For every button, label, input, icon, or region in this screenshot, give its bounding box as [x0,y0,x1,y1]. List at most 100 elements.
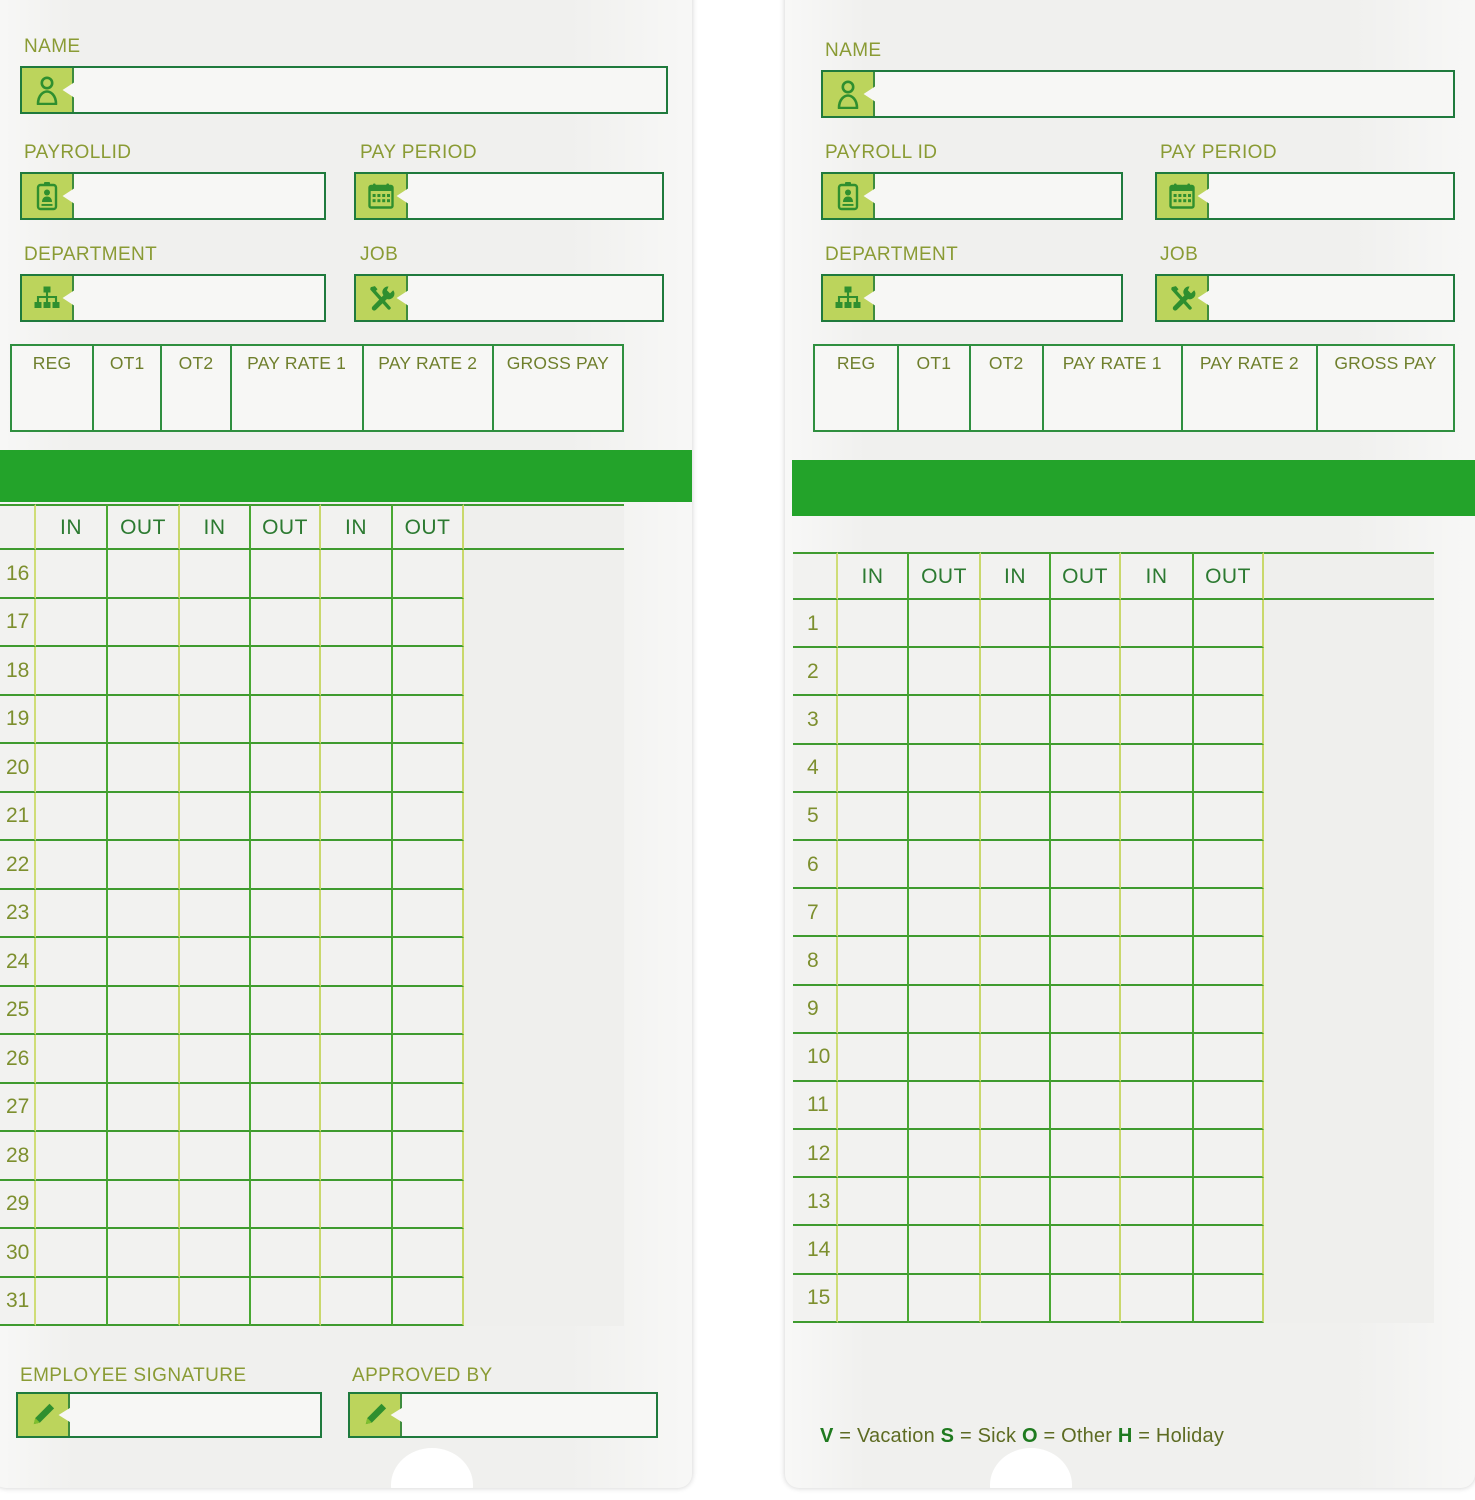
punch-cell[interactable] [393,792,464,841]
punch-cell[interactable] [838,840,909,890]
summary-cell-ot2[interactable]: OT2 [971,346,1044,430]
note-cell[interactable] [1264,600,1434,649]
punch-cell[interactable] [108,792,180,841]
punch-cell[interactable] [36,986,108,1035]
punch-cell[interactable] [393,841,464,890]
punch-cell[interactable] [838,1226,909,1275]
punch-cell[interactable] [981,1274,1051,1323]
punch-cell[interactable] [180,986,251,1035]
punch-cell[interactable] [1194,792,1264,841]
note-cell[interactable] [1264,792,1434,841]
punch-cell[interactable] [1194,1178,1264,1227]
punch-cell[interactable] [180,1132,251,1181]
field-pay-period[interactable] [1155,172,1455,220]
field-department[interactable] [20,274,326,322]
note-cell[interactable] [464,1035,624,1084]
punch-cell[interactable] [1121,600,1194,649]
punch-cell[interactable] [1194,1033,1264,1082]
punch-cell[interactable] [909,1033,981,1082]
punch-cell[interactable] [1121,648,1194,697]
punch-cell[interactable] [251,744,321,793]
punch-cell[interactable] [1194,648,1264,697]
punch-cell[interactable] [108,647,180,696]
note-cell[interactable] [464,938,624,987]
punch-cell[interactable] [393,1035,464,1084]
punch-cell[interactable] [108,1180,180,1229]
punch-cell[interactable] [180,1180,251,1229]
punch-cell[interactable] [180,1035,251,1084]
punch-cell[interactable] [838,1130,909,1179]
punch-cell[interactable] [1051,648,1121,697]
field-payroll-id[interactable] [821,172,1123,220]
punch-cell[interactable] [251,889,321,938]
punch-cell[interactable] [909,1081,981,1131]
punch-cell[interactable] [108,598,180,647]
punch-cell[interactable] [393,1229,464,1278]
punch-cell[interactable] [909,1274,981,1323]
punch-cell[interactable] [1051,1081,1121,1131]
note-cell[interactable] [1264,840,1434,890]
punch-cell[interactable] [180,744,251,793]
punch-cell[interactable] [909,1226,981,1275]
punch-cell[interactable] [909,840,981,890]
punch-cell[interactable] [36,1083,108,1132]
punch-cell[interactable] [1051,889,1121,938]
punch-cell[interactable] [1051,985,1121,1034]
field-pay-period[interactable] [354,172,664,220]
punch-cell[interactable] [180,1277,251,1326]
note-cell[interactable] [1264,1033,1434,1082]
punch-cell[interactable] [909,985,981,1034]
punch-cell[interactable] [180,550,251,599]
field-department[interactable] [821,274,1123,322]
punch-cell[interactable] [1121,985,1194,1034]
punch-cell[interactable] [321,889,393,938]
punch-cell[interactable] [981,1178,1051,1227]
note-cell[interactable] [464,647,624,696]
punch-cell[interactable] [981,648,1051,697]
punch-cell[interactable] [393,550,464,599]
note-cell[interactable] [464,1180,624,1229]
punch-cell[interactable] [108,1229,180,1278]
punch-cell[interactable] [1194,744,1264,793]
punch-cell[interactable] [321,986,393,1035]
punch-cell[interactable] [251,550,321,599]
punch-cell[interactable] [108,550,180,599]
note-cell[interactable] [464,550,624,599]
punch-cell[interactable] [909,744,981,793]
punch-cell[interactable] [981,744,1051,793]
note-cell[interactable] [464,695,624,744]
punch-cell[interactable] [36,1277,108,1326]
punch-cell[interactable] [1194,600,1264,649]
punch-cell[interactable] [1194,1081,1264,1131]
note-cell[interactable] [464,841,624,890]
punch-cell[interactable] [321,1083,393,1132]
punch-cell[interactable] [393,695,464,744]
note-cell[interactable] [1264,985,1434,1034]
punch-cell[interactable] [180,598,251,647]
punch-cell[interactable] [36,647,108,696]
punch-cell[interactable] [1121,1033,1194,1082]
punch-cell[interactable] [251,1132,321,1181]
punch-cell[interactable] [1121,1130,1194,1179]
note-cell[interactable] [464,986,624,1035]
punch-cell[interactable] [838,792,909,841]
punch-cell[interactable] [1194,696,1264,745]
punch-cell[interactable] [36,695,108,744]
note-cell[interactable] [1264,648,1434,697]
punch-cell[interactable] [1121,889,1194,938]
punch-cell[interactable] [393,1277,464,1326]
punch-cell[interactable] [108,889,180,938]
punch-cell[interactable] [909,648,981,697]
punch-cell[interactable] [1051,1274,1121,1323]
punch-cell[interactable] [393,647,464,696]
punch-cell[interactable] [393,744,464,793]
punch-cell[interactable] [108,695,180,744]
punch-cell[interactable] [251,598,321,647]
punch-cell[interactable] [1121,696,1194,745]
punch-cell[interactable] [1051,696,1121,745]
summary-cell-pay-rate-2[interactable]: PAY RATE 2 [364,346,494,430]
punch-cell[interactable] [909,792,981,841]
summary-cell-gross-pay[interactable]: GROSS PAY [1318,346,1453,430]
punch-cell[interactable] [251,1083,321,1132]
punch-cell[interactable] [251,792,321,841]
